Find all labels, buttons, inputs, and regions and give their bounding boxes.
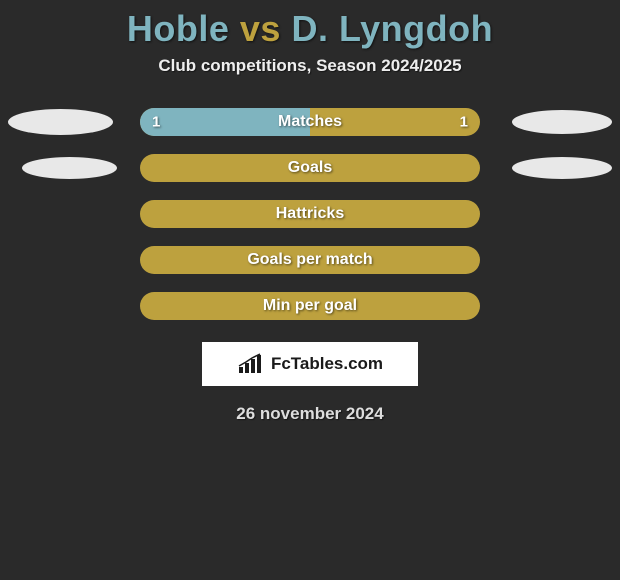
stat-bar: Min per goal <box>140 292 480 320</box>
player1-name: Hoble <box>127 8 230 49</box>
comparison-rows: 1 1 Matches Goals Hattricks Goals per match Mi… <box>0 108 620 320</box>
player1-avatar <box>22 157 117 179</box>
bar-center: Goals <box>117 154 503 182</box>
brand-chart-icon <box>237 353 265 375</box>
left-side <box>2 154 117 182</box>
left-side <box>2 292 117 320</box>
stat-label: Hattricks <box>276 205 344 223</box>
stat-label: Goals <box>288 159 332 177</box>
player2-avatar <box>512 157 612 179</box>
left-side <box>2 200 117 228</box>
comparison-row: Goals <box>2 154 618 182</box>
stat-label: Goals per match <box>247 251 372 269</box>
comparison-row: Hattricks <box>2 200 618 228</box>
bar-center: Min per goal <box>117 292 503 320</box>
stat-bar: Hattricks <box>140 200 480 228</box>
player2-avatar <box>512 110 612 134</box>
brand-box: FcTables.com <box>202 342 418 386</box>
right-side <box>503 292 618 320</box>
page-title: Hoble vs D. Lyngdoh <box>0 0 620 56</box>
right-side <box>503 154 618 182</box>
right-side <box>503 108 618 136</box>
left-side <box>2 108 117 136</box>
comparison-row: Min per goal <box>2 292 618 320</box>
comparison-row: Goals per match <box>2 246 618 274</box>
brand-text: FcTables.com <box>271 354 383 374</box>
date-text: 26 november 2024 <box>0 404 620 424</box>
stat-bar: Goals per match <box>140 246 480 274</box>
stat-label: Matches <box>278 113 342 131</box>
bar-center: Goals per match <box>117 246 503 274</box>
bar-center: Hattricks <box>117 200 503 228</box>
bar-center: 1 1 Matches <box>117 108 503 136</box>
stat-value-left: 1 <box>152 114 160 131</box>
stat-bar: Goals <box>140 154 480 182</box>
stat-label: Min per goal <box>263 297 357 315</box>
player2-name: D. Lyngdoh <box>291 8 493 49</box>
comparison-row: 1 1 Matches <box>2 108 618 136</box>
subtitle: Club competitions, Season 2024/2025 <box>0 56 620 108</box>
left-side <box>2 246 117 274</box>
right-side <box>503 246 618 274</box>
player1-avatar <box>8 109 113 135</box>
right-side <box>503 200 618 228</box>
stat-bar: 1 1 Matches <box>140 108 480 136</box>
vs-text: vs <box>240 8 281 49</box>
stat-value-right: 1 <box>460 114 468 131</box>
